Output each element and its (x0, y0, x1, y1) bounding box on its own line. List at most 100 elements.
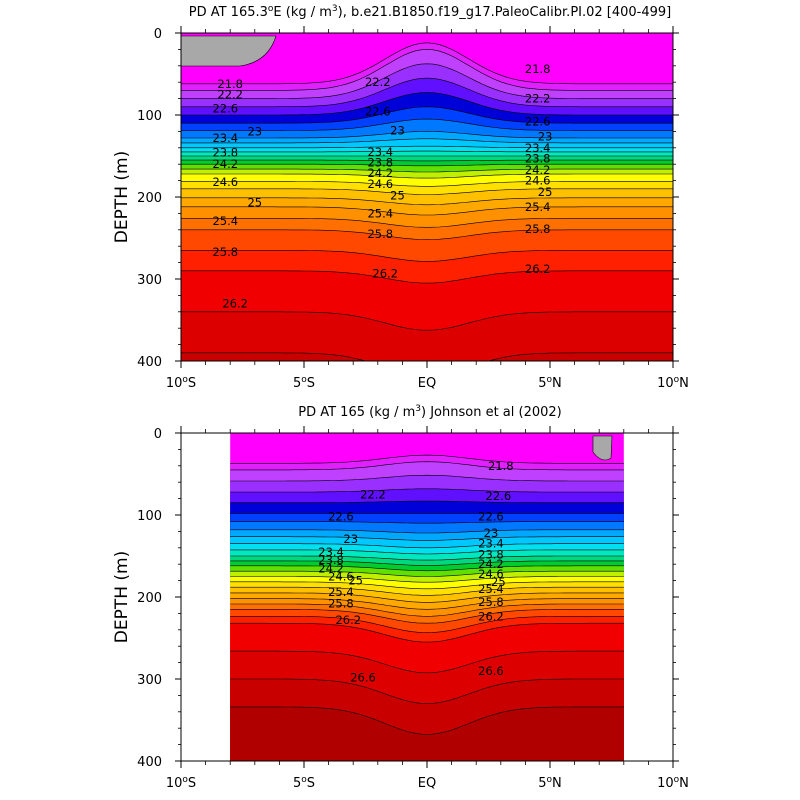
panel-model-labels: 21.822.222.62323.423.824.224.62525.425.8… (212, 62, 552, 311)
contour-line (181, 218, 673, 228)
contour-line (230, 616, 624, 634)
contour-line (181, 42, 673, 85)
land-mask (181, 35, 277, 67)
contour-label: 23.8 (367, 156, 393, 170)
contour-line (230, 706, 624, 735)
contour-label: 25.4 (212, 214, 238, 228)
contour-line (181, 131, 673, 139)
contour-label: 25.8 (525, 222, 551, 236)
contour-label: 25.8 (478, 595, 504, 609)
contour-label: 24.2 (525, 163, 551, 177)
contour-label: 25.4 (478, 582, 504, 596)
contour-line (181, 138, 673, 144)
contour-label: 25.8 (367, 227, 393, 241)
contour-band (181, 352, 673, 361)
x-tick-label: 5oN (538, 775, 562, 791)
contour-label: 26.6 (350, 670, 376, 684)
contour-label: 23 (247, 124, 262, 138)
x-tick-label: 10oN (657, 775, 689, 791)
contour-label: 23.4 (478, 537, 504, 551)
contour-label: 25.8 (212, 245, 238, 259)
y-tick-label: 0 (154, 27, 162, 42)
contour-line (181, 206, 673, 216)
contour-label: 22.6 (486, 489, 512, 503)
contour-line (181, 145, 673, 149)
contour-line (181, 352, 673, 361)
contour-label: 24.2 (478, 557, 504, 571)
contour-line (181, 188, 673, 195)
contour-line (181, 49, 673, 91)
contour-label: 22.6 (328, 510, 354, 524)
x-tick-label: 10oN (657, 375, 689, 391)
contour-line (181, 92, 673, 116)
panel-observed-plot-area (230, 433, 624, 761)
contour-label: 22.6 (212, 101, 238, 115)
panel-model-ylabel: DEPTH (m) (112, 151, 132, 243)
contour-line (230, 592, 624, 603)
x-tick-label: EQ (418, 376, 436, 391)
contour-label: 22.2 (525, 92, 551, 106)
contour-label: 24.2 (367, 166, 393, 180)
y-tick-label: 100 (137, 509, 162, 524)
contour-label: 22.6 (478, 510, 504, 524)
contour-line (230, 565, 624, 572)
contour-label: 23.8 (525, 151, 551, 165)
contour-line (230, 581, 624, 590)
contour-label: 22.2 (365, 75, 391, 89)
contour-line (181, 163, 673, 167)
contour-label: 26.2 (525, 262, 551, 276)
contour-label: 25.4 (525, 200, 551, 214)
contour-line (181, 63, 673, 99)
x-tick-label: 5oS (293, 375, 315, 391)
x-tick-label: 5oN (538, 375, 562, 391)
contour-line (181, 168, 673, 173)
contour-line (230, 586, 624, 596)
contour-label: 23 (484, 526, 499, 540)
contour-line (230, 609, 624, 624)
panel-observed-ylabel: DEPTH (m) (112, 551, 132, 643)
contour-line (230, 500, 624, 503)
contour-label: 21.8 (488, 459, 514, 473)
contour-line (230, 543, 624, 549)
contour-line (230, 549, 624, 555)
contour-line (181, 181, 673, 187)
y-tick-label: 200 (137, 591, 162, 606)
contour-label: 26.2 (372, 266, 398, 280)
contour-line (230, 536, 624, 541)
contour-line (230, 560, 624, 566)
contour-line (230, 488, 624, 493)
x-tick-label: 10oS (166, 375, 196, 391)
contour-line (181, 250, 673, 262)
contour-line (230, 454, 624, 464)
contour-line (181, 311, 673, 331)
contour-label: 23.4 (212, 131, 238, 145)
y-tick-label: 100 (137, 109, 162, 124)
contour-label: 23 (343, 532, 358, 546)
contour-label: 24.6 (525, 174, 551, 188)
contour-label: 25 (348, 574, 363, 588)
panel-observed: PD AT 165 (kg / m3) Johnson et al (2002)… (112, 404, 689, 791)
contour-label: 24.6 (212, 175, 238, 189)
contour-line (181, 77, 673, 108)
contour-label: 26.2 (222, 297, 248, 311)
contour-line (230, 650, 624, 674)
contour-line (230, 474, 624, 482)
contour-line (230, 576, 624, 583)
y-tick-label: 300 (137, 273, 162, 288)
contour-label: 21.8 (525, 62, 551, 76)
contour-line (230, 570, 624, 577)
contour-line (181, 118, 673, 131)
contour-line (230, 555, 624, 561)
land-mask (592, 435, 613, 461)
contour-line (181, 159, 673, 162)
panel-model-title: PD AT 165.3oE (kg / m3), b.e21.B1850.f19… (189, 4, 672, 20)
contour-label: 26.6 (478, 664, 504, 678)
contour-label: 22.2 (360, 488, 386, 502)
y-tick-label: 400 (137, 755, 162, 770)
contour-label: 24.2 (318, 561, 344, 575)
contour-line (181, 229, 673, 240)
x-tick-label: 10oS (166, 775, 196, 791)
contour-label: 23.4 (367, 145, 393, 159)
